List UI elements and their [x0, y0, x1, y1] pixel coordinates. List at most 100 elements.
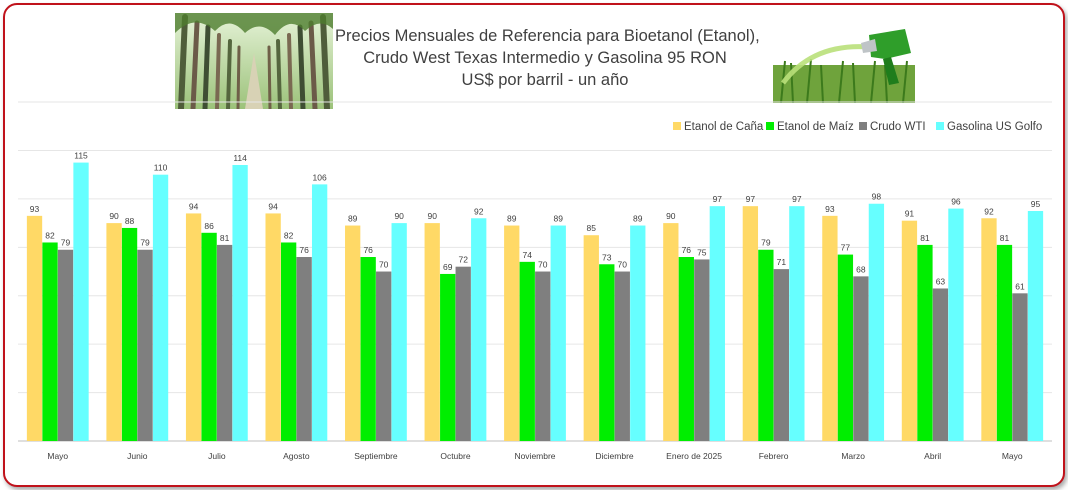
data-label: 89 — [348, 214, 358, 224]
bar — [917, 244, 933, 441]
bar — [345, 225, 361, 441]
data-label: 76 — [363, 245, 373, 255]
bar — [837, 254, 854, 441]
x-tick-label: Enero de 2025 — [666, 451, 722, 461]
data-label: 79 — [761, 238, 771, 248]
legend-label: Crudo WTI — [870, 121, 926, 133]
data-label: 70 — [538, 260, 548, 270]
x-tick-label: Octubre — [440, 451, 471, 461]
data-label: 81 — [220, 233, 230, 243]
data-label: 97 — [792, 194, 802, 204]
data-label: 79 — [140, 238, 150, 248]
bar — [360, 257, 376, 441]
bar — [996, 244, 1013, 441]
data-label: 96 — [951, 197, 961, 207]
data-label: 82 — [284, 230, 294, 240]
bar — [440, 273, 456, 441]
bar — [280, 242, 297, 441]
data-label: 76 — [299, 245, 309, 255]
bar — [232, 165, 248, 442]
bar — [694, 259, 710, 441]
bar — [901, 220, 918, 441]
bar — [519, 261, 535, 441]
bar — [663, 223, 679, 441]
data-label: 81 — [1000, 233, 1010, 243]
bar — [535, 271, 551, 441]
bar — [1012, 293, 1028, 441]
bar — [853, 276, 869, 441]
data-label: 86 — [204, 221, 214, 231]
bar — [789, 206, 805, 441]
data-label: 89 — [507, 214, 517, 224]
data-label: 91 — [905, 209, 915, 219]
chart-title: Precios Mensuales de Referencia para Bio… — [335, 25, 760, 91]
data-label: 85 — [587, 223, 597, 233]
bar — [152, 174, 169, 441]
data-label: 68 — [856, 264, 866, 274]
data-label: 76 — [682, 245, 692, 255]
data-label: 63 — [936, 276, 946, 286]
data-label: 97 — [746, 194, 756, 204]
data-label: 110 — [154, 163, 168, 173]
bar — [471, 218, 487, 441]
x-tick-label: Abril — [924, 451, 941, 461]
bar — [1027, 211, 1044, 441]
bar — [868, 203, 885, 441]
bar — [758, 249, 774, 441]
x-tick-label: Junio — [127, 451, 148, 461]
x-tick-label: Julio — [208, 451, 226, 461]
data-label: 97 — [713, 194, 723, 204]
bar — [981, 218, 997, 441]
data-label: 93 — [30, 204, 40, 214]
bar — [630, 225, 646, 441]
data-label: 92 — [984, 206, 994, 216]
bar — [311, 184, 328, 441]
data-label: 90 — [109, 211, 119, 221]
data-label: 75 — [697, 247, 707, 257]
x-tick-label: Febrero — [759, 451, 789, 461]
bar — [614, 271, 630, 441]
legend-label: Etanol de Caña — [684, 121, 764, 133]
data-label: 98 — [872, 192, 882, 202]
title-line-2: Crudo West Texas Intermedio y Gasolina 9… — [363, 49, 727, 67]
data-label: 82 — [45, 230, 55, 240]
data-label: 115 — [74, 151, 88, 161]
bar — [504, 225, 520, 441]
data-label: 69 — [443, 262, 453, 272]
data-label: 106 — [313, 172, 327, 182]
data-label: 89 — [554, 214, 564, 224]
data-label: 92 — [474, 206, 484, 216]
data-label: 61 — [1015, 281, 1025, 291]
data-label: 88 — [125, 216, 135, 226]
bar — [709, 206, 725, 441]
title-line-3: US$ por barril - un año — [461, 71, 629, 89]
data-label: 81 — [920, 233, 930, 243]
x-tick-label: Septiembre — [354, 451, 398, 461]
bar — [73, 162, 89, 441]
bar — [773, 269, 790, 441]
x-tick-label: Mayo — [1002, 451, 1023, 461]
data-label: 90 — [394, 211, 404, 221]
bar — [137, 249, 153, 441]
bar — [391, 223, 407, 441]
x-tick-label: Diciembre — [595, 451, 634, 461]
legend-swatch — [936, 122, 944, 130]
bar — [678, 257, 694, 441]
bar — [424, 223, 440, 441]
data-label: 70 — [618, 260, 628, 270]
bar — [599, 264, 615, 441]
legend-swatch — [673, 122, 681, 130]
bar — [201, 232, 217, 441]
data-label: 71 — [777, 257, 787, 267]
bar — [932, 288, 949, 441]
title-line-1: Precios Mensuales de Referencia para Bio… — [335, 27, 760, 45]
data-label: 90 — [666, 211, 676, 221]
bar — [42, 242, 58, 441]
bar — [742, 206, 759, 441]
bar — [265, 213, 281, 441]
bar — [57, 249, 74, 441]
data-label: 72 — [458, 255, 468, 265]
legend-label: Etanol de Maíz — [777, 121, 854, 133]
data-label: 114 — [233, 153, 247, 163]
